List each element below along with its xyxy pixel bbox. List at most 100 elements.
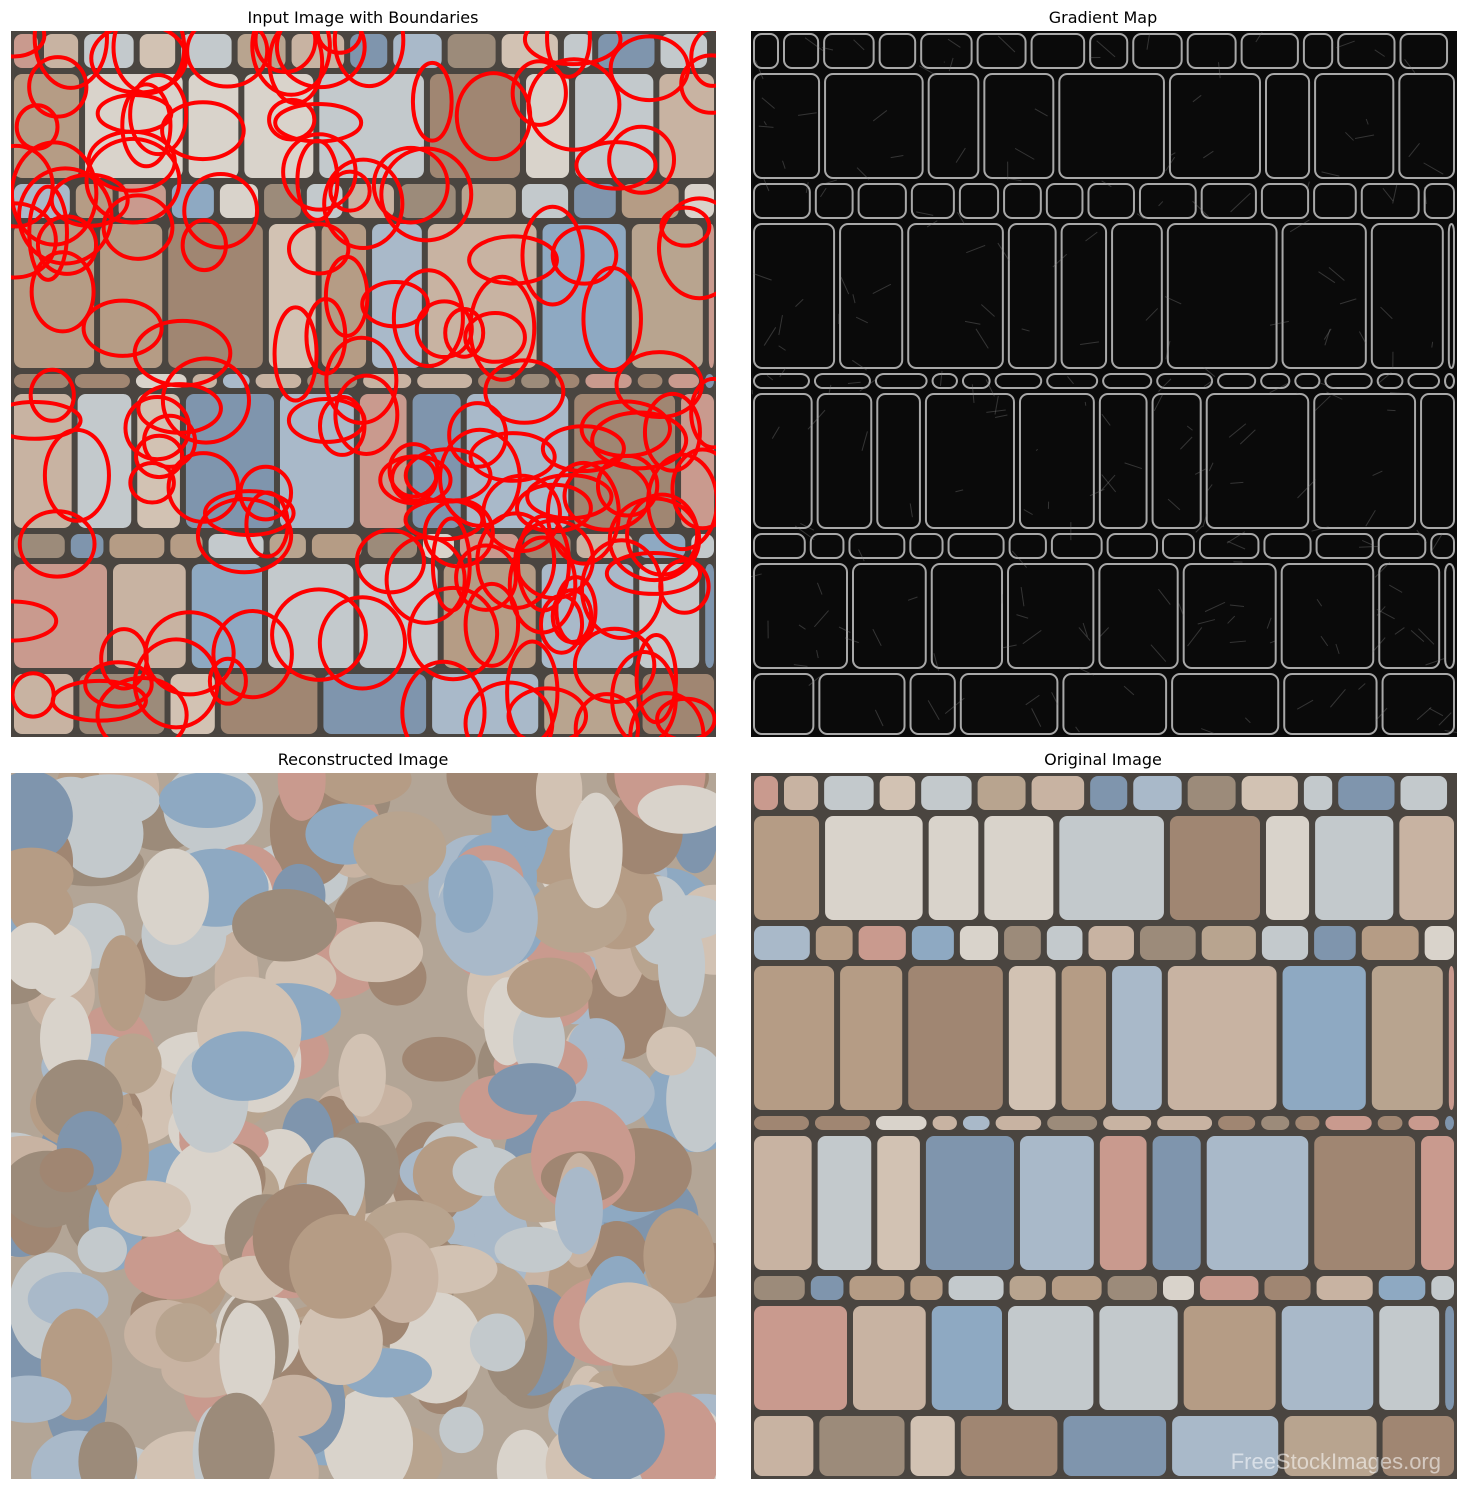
edge: [1018, 393, 1095, 529]
superpixel-boundary: [590, 410, 689, 471]
superpixel-boundary: [468, 431, 557, 483]
edge: [876, 393, 921, 529]
superpixel-boundary: [689, 31, 716, 88]
superpixel-boundary: [390, 454, 439, 503]
superpixel-boundary: [83, 660, 154, 709]
stone: [1264, 1276, 1311, 1300]
superpixel-region: [104, 1033, 162, 1094]
superpixel-boundary: [481, 473, 562, 554]
superpixel-boundary: [657, 196, 716, 301]
superpixel-region: [657, 915, 706, 1017]
stone: [1325, 1116, 1372, 1130]
superpixel-region: [11, 922, 62, 989]
superpixel-boundary: [510, 59, 568, 127]
superpixel-boundary: [304, 297, 348, 376]
edge: [1264, 73, 1311, 179]
superpixel-boundary: [84, 136, 182, 225]
edge: [1166, 223, 1278, 369]
stone: [1172, 1416, 1279, 1476]
superpixel-boundary: [17, 509, 97, 579]
superpixel-boundary: [410, 60, 454, 143]
superpixel-boundary: [550, 225, 619, 286]
stone: [875, 1116, 927, 1130]
stone: [932, 1116, 957, 1130]
superpixel-boundary: [195, 497, 294, 575]
edge: [1007, 223, 1057, 369]
superpixel-boundary: [253, 31, 318, 74]
superpixel-boundary: [391, 268, 465, 369]
superpixel-region: [298, 1295, 383, 1386]
stone: [1314, 926, 1356, 960]
stone: [1004, 926, 1041, 960]
stone: [1112, 966, 1162, 1110]
superpixel-boundary: [625, 492, 700, 577]
stone: [1201, 926, 1256, 960]
superpixel-boundary: [134, 433, 185, 480]
superpixel-boundary: [371, 145, 450, 225]
stone: [754, 776, 779, 810]
stone: [754, 966, 835, 1110]
superpixel-boundary: [315, 31, 364, 55]
superpixel-boundary: [463, 581, 521, 668]
stone: [1316, 1276, 1373, 1300]
edge: [983, 73, 1055, 179]
superpixel-boundary: [354, 528, 426, 595]
stone: [1261, 1116, 1290, 1130]
superpixel-boundary: [160, 100, 246, 162]
superpixel-boundary: [250, 31, 332, 97]
superpixel-region: [219, 1302, 276, 1412]
stone: [959, 926, 999, 960]
superpixel-boundary: [238, 464, 294, 522]
edge: [753, 183, 811, 219]
edge: [823, 33, 875, 69]
edge: [1315, 533, 1374, 559]
stone: [1281, 1306, 1374, 1410]
superpixel-boundary: [628, 691, 706, 737]
superpixel-boundary: [273, 102, 364, 144]
stone: [879, 776, 916, 810]
edge: [1182, 563, 1277, 669]
superpixel-boundary: [607, 496, 702, 583]
reconstructed-panel-title: Reconstructed Image: [277, 750, 449, 769]
superpixel-region: [155, 1303, 217, 1362]
edge: [783, 33, 820, 69]
edge: [1378, 563, 1441, 669]
reconstructed-image: [11, 773, 716, 1479]
stone: [1169, 816, 1260, 920]
superpixel-boundary: [317, 595, 408, 691]
edge: [1007, 563, 1095, 669]
stone: [1063, 1416, 1167, 1476]
edge: [753, 563, 848, 669]
superpixel-region: [11, 847, 74, 904]
edge: [753, 673, 815, 735]
edge: [1058, 73, 1165, 179]
superpixel-boundary: [400, 659, 487, 737]
stone: [754, 1276, 805, 1300]
edge: [1240, 33, 1299, 69]
superpixel-boundary: [572, 626, 657, 704]
superpixel-region: [535, 773, 583, 831]
superpixel-region: [137, 848, 209, 945]
original-image: FreeStockImages.org: [751, 773, 1457, 1479]
stone: [925, 1136, 1014, 1270]
edge: [1444, 563, 1455, 669]
gradient-map-image: [751, 31, 1457, 737]
superpixel-region: [439, 1406, 484, 1454]
superpixel-region: [569, 792, 623, 909]
edge: [1447, 223, 1455, 369]
superpixel-boundary: [467, 234, 559, 286]
superpixel-boundary: [11, 143, 55, 229]
edge: [1444, 373, 1455, 389]
stone: [1061, 966, 1107, 1110]
superpixel-region: [637, 785, 716, 834]
stone: [1445, 1116, 1454, 1130]
edge: [958, 183, 1000, 219]
stone: [1315, 816, 1394, 920]
edge: [1313, 183, 1357, 219]
stone: [1008, 1306, 1094, 1410]
edge: [753, 533, 806, 559]
superpixel-region: [159, 773, 256, 829]
stone: [1265, 816, 1310, 920]
superpixel-region: [232, 888, 338, 962]
superpixel-region: [554, 1166, 603, 1255]
